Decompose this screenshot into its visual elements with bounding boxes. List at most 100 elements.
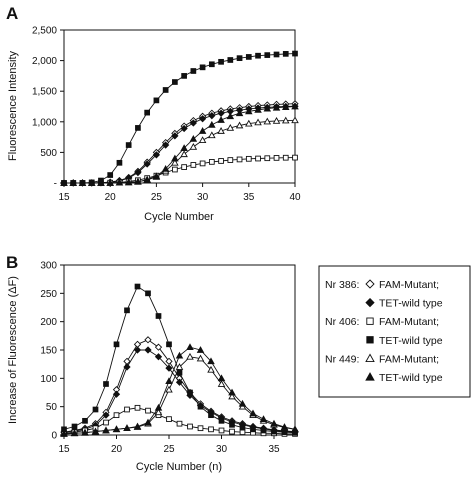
panel-b-point-triangle-filled [270, 419, 278, 427]
panel-a-point-triangle-open [291, 116, 299, 124]
panel-a-point-triangle-filled [291, 102, 299, 110]
panel-b-x-tick-label: 20 [111, 444, 123, 455]
panel-a-point-triangle-filled [60, 179, 68, 186]
panel-b-y-tick-label: 50 [46, 402, 58, 413]
panel-a-y-tick-label: - [54, 179, 57, 190]
panel-b-point-square-filled [197, 403, 204, 410]
panel-a-series-line-diamond-open [64, 103, 296, 184]
panel-b-point-square-open [166, 416, 172, 422]
panel-a-point-triangle-filled [152, 172, 161, 180]
panel-a-point-square-open [273, 155, 280, 161]
panel-b-y-tick-label: 200 [40, 317, 57, 328]
panel-a-point-square-filled [227, 57, 234, 63]
legend-row-prefix: Nr 386: [325, 279, 359, 291]
panel-b-point-square-filled [113, 341, 120, 348]
panel-b-xlabel: Cycle Number (n) [136, 461, 222, 473]
panel-a-x-tick-label: 30 [197, 192, 209, 203]
panel-a-point-triangle-filled [161, 164, 170, 172]
panel-b-point-triangle-filled [249, 409, 257, 417]
panel-a-point-triangle-filled [69, 179, 78, 186]
panel-b-point-diamond-filled [133, 346, 142, 354]
panel-b-point-triangle-filled [207, 357, 215, 365]
panel-a-point-square-filled [135, 125, 141, 131]
panel-a-point-diamond-filled [208, 112, 216, 120]
panel-b-point-square-open [218, 427, 225, 434]
panel-a-point-square-filled [190, 68, 197, 74]
panel-a-point-triangle-open [180, 150, 188, 158]
panel-a-point-triangle-filled [217, 116, 225, 123]
panel-a-point-triangle-open [198, 136, 207, 144]
panel-a-point-square-filled [264, 52, 271, 58]
legend-marker-diamond-open [365, 279, 375, 289]
panel-a-point-square-filled [144, 109, 151, 116]
panel-a-point-triangle-open [189, 142, 198, 150]
panel-a-ylabel: Fluorescence Intensity [7, 50, 19, 161]
panel-a-point-triangle-filled [198, 127, 207, 134]
panel-a-point-diamond-filled [143, 160, 151, 168]
panel-a-point-triangle-filled [97, 179, 105, 186]
panel-b-point-square-filled [103, 381, 109, 387]
panel-a-point-square-filled [208, 61, 215, 68]
panel-b-point-square-filled [145, 290, 151, 297]
panel-a-point-square-open [208, 159, 215, 165]
panel-a-point-square-filled [282, 51, 289, 57]
legend-marker-square-open [366, 317, 374, 325]
legend: Nr 386: FAM-Mutant; TET-wild type Nr 406: FA… [318, 265, 471, 398]
panel-a-point-diamond-filled [180, 124, 188, 133]
panel-a-point-diamond-filled [134, 168, 142, 177]
legend-marker-square-filled [366, 336, 374, 344]
panel-a-point-square-open [282, 154, 289, 161]
legend-row-prefix: Nr 449: [325, 353, 359, 365]
legend-row-label: TET-wild type [379, 298, 443, 310]
panel-a-point-triangle-filled [281, 103, 290, 110]
panel-a-point-diamond-filled [162, 141, 170, 149]
panel-b-point-square-open [176, 420, 183, 427]
panel-b-point-square-filled [155, 313, 162, 319]
panel-b-point-square-open [113, 412, 120, 419]
panel-a-point-square-open [227, 157, 234, 163]
panel-a-point-triangle-open [254, 118, 262, 126]
panel-a-point-square-open [292, 154, 298, 161]
panel-b: 15 20 25 30 35 0 50 100 150 200 250 300 [40, 261, 299, 455]
panel-a-point-square-open [264, 155, 271, 162]
legend-row-label: TET-wild type [379, 335, 443, 347]
legend-row-label: FAM-Mutant; [379, 316, 439, 328]
panel-b-point-square-filled [82, 417, 88, 424]
panel-b-point-triangle-filled [112, 425, 121, 433]
panel-a-point-triangle-filled [180, 144, 188, 151]
panel-b-point-diamond-filled [165, 364, 173, 372]
panel-b-point-triangle-open [175, 363, 184, 370]
legend-marker-triangle-filled [365, 372, 375, 381]
panel-b-point-diamond-open [154, 343, 163, 351]
panel-a-point-square-filled [172, 79, 178, 85]
panel-a-point-triangle-filled [115, 178, 124, 186]
panel-a-point-triangle-open [263, 117, 272, 125]
panel-b-point-triangle-filled [60, 429, 68, 437]
panel-a-series-line-triangle-filled [64, 106, 296, 184]
panel-b-point-square-filled [166, 341, 172, 348]
panel-a-point-square-open [255, 155, 261, 162]
panel-b-point-square-filled [176, 369, 183, 376]
panel-a-point-square-filled [199, 64, 206, 71]
panel-b-point-diamond-open [165, 357, 173, 365]
panel-a-y-tick-label: 2,000 [32, 56, 57, 67]
panel-b-point-square-open [145, 407, 151, 414]
panel-b-point-triangle-open [217, 380, 226, 387]
panel-b-point-triangle-filled [291, 425, 299, 433]
panel-a-point-square-filled [236, 55, 243, 62]
panel-a-point-square-filled [181, 73, 187, 79]
panel-a-point-triangle-filled [143, 175, 151, 183]
panel-b-point-diamond-filled [144, 346, 152, 354]
panel-b-point-triangle-filled [144, 418, 152, 426]
panel-a-point-square-open [199, 160, 206, 167]
panel-a-point-triangle-filled [208, 120, 216, 128]
panel-b-point-square-open [187, 423, 193, 430]
panel-a-point-triangle-filled [245, 107, 253, 115]
panel-b-point-diamond-filled [102, 411, 110, 419]
panel-a-point-triangle-filled [189, 135, 198, 142]
panel-a-point-triangle-open [226, 123, 235, 131]
panel-a-point-square-filled [116, 159, 123, 166]
panel-b-point-diamond-filled [123, 363, 131, 371]
panel-a-x-tick-label: 40 [289, 192, 301, 203]
